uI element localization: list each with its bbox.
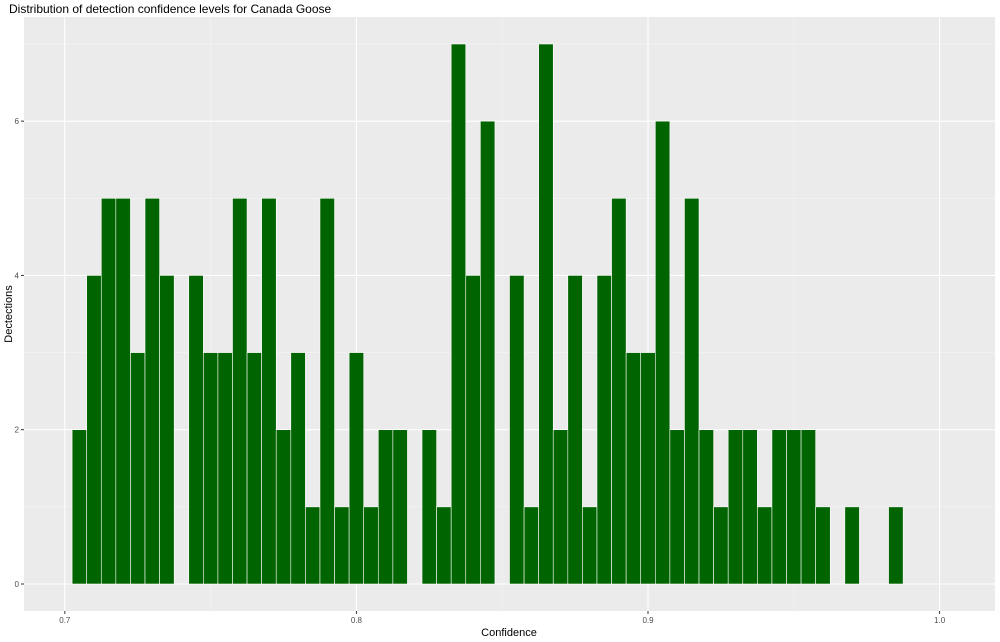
x-axis-title: Confidence [481,627,537,639]
histogram-bar [377,429,394,585]
histogram-bar [567,275,583,585]
histogram-bars [71,43,904,585]
histogram-bar [363,506,379,585]
histogram-bar [115,197,131,585]
histogram-bar [625,352,642,585]
histogram-bar [275,429,292,585]
x-tick-label: 0.9 [642,616,654,625]
histogram-bar [290,352,306,585]
histogram-bar [509,275,525,585]
histogram-bar [232,197,248,585]
histogram-bar [261,197,277,585]
histogram-bar [742,429,758,585]
histogram-bar [771,429,787,585]
histogram-bar [450,43,467,585]
histogram-bar [552,429,569,585]
histogram-bar [480,120,496,585]
histogram-bar [888,506,904,585]
histogram-bar [421,429,437,585]
histogram-bar [800,429,816,585]
histogram-bar [654,120,671,585]
chart-title: Distribution of detection confidence lev… [9,2,332,16]
histogram-bar [727,429,744,585]
histogram-bar [684,197,700,585]
histogram-bar [203,352,219,585]
histogram-bar [217,352,233,585]
y-axis-title: Dectections [3,285,15,343]
histogram-bar [305,506,321,585]
histogram-bar [815,506,831,585]
histogram-bar [786,429,802,585]
histogram-bar [844,506,860,585]
histogram-bar [319,197,335,585]
x-axis-ticks: 0.7 0.8 0.9 1.0 [59,611,946,625]
histogram-bar [71,429,87,585]
y-axis-ticks: 0 2 4 6 [15,117,24,589]
y-tick-label: 2 [15,426,20,435]
histogram-bar [698,429,714,585]
x-tick-label: 1.0 [934,616,946,625]
histogram-bar [392,429,408,585]
x-tick-label: 0.8 [351,616,363,625]
histogram-bar [246,352,262,585]
x-tick-label: 0.7 [59,616,71,625]
histogram-bar [144,197,160,585]
histogram-bar [611,197,627,585]
histogram-bar [86,275,102,585]
histogram-bar [188,275,204,585]
histogram-bar [348,352,365,585]
histogram-bar [100,197,117,585]
histogram-bar [582,506,598,585]
y-tick-label: 6 [15,117,20,126]
histogram-bar [159,275,175,585]
histogram-bar [757,506,773,585]
y-tick-label: 0 [15,580,20,589]
histogram-bar [523,506,539,585]
histogram-bar [669,429,685,585]
histogram-bar [713,506,729,585]
histogram-bar [334,506,350,585]
histogram-bar [436,506,452,585]
y-tick-label: 4 [15,271,20,280]
histogram-bar [538,43,554,585]
histogram-bar [640,352,656,585]
histogram-bar [130,352,146,585]
histogram-bar [465,275,481,585]
histogram-bar [596,275,612,585]
